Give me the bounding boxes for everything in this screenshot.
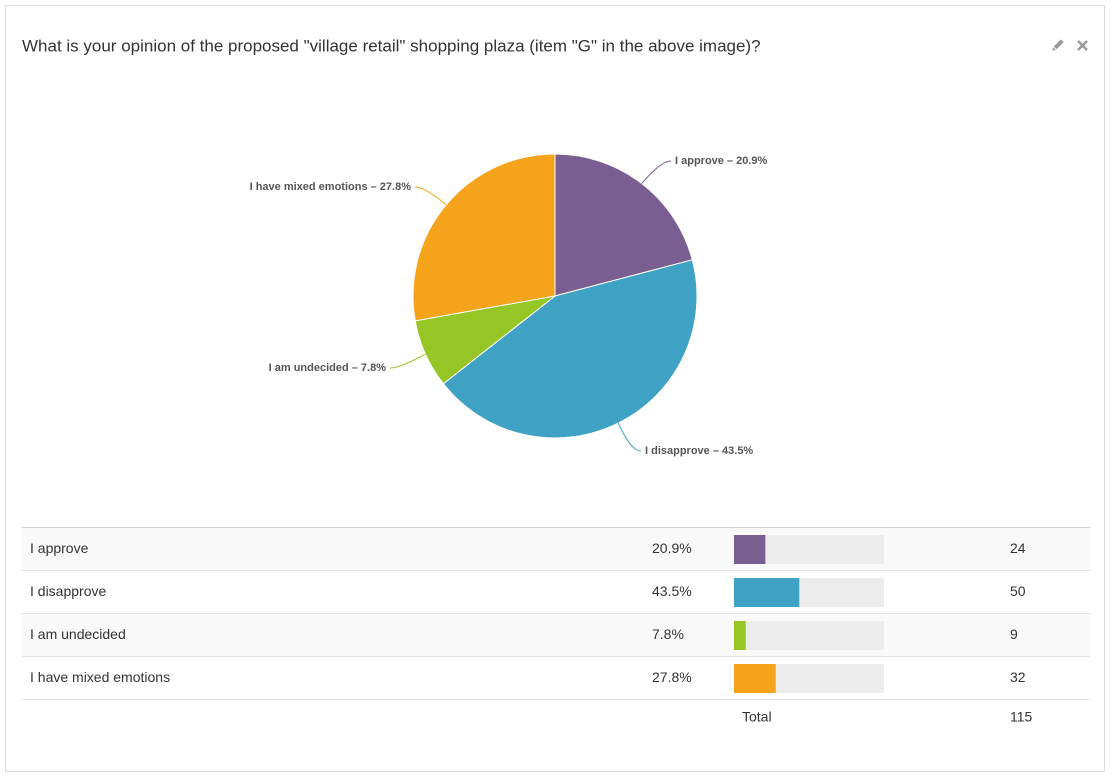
slice-label: I am undecided – 7.8% <box>269 362 387 374</box>
row-background <box>22 528 1090 571</box>
pie-slice <box>442 259 698 439</box>
pie-slice <box>554 153 693 297</box>
row-percent: 20.9% <box>652 540 692 556</box>
slice-label: I approve – 20.9% <box>675 155 768 167</box>
row-percent: 27.8% <box>652 669 692 685</box>
leader-line <box>389 353 426 369</box>
bar <box>734 664 776 693</box>
row-count: 50 <box>1010 583 1026 599</box>
leader-line <box>617 422 642 452</box>
row-count: 24 <box>1010 540 1026 556</box>
pie-chart: I approve – 20.9% I disapprove – 43.5% I a… <box>250 153 768 457</box>
row-label: I approve <box>30 540 89 556</box>
row-count: 9 <box>1010 626 1018 642</box>
bar <box>734 621 746 650</box>
question-title: What is your opinion of the proposed "vi… <box>22 36 761 55</box>
leader-line <box>641 160 672 184</box>
slice-label: I have mixed emotions – 27.8% <box>250 181 412 193</box>
row-background <box>22 614 1090 657</box>
bar-track <box>734 621 884 650</box>
edit-icon[interactable] <box>1051 39 1064 52</box>
results-table: Total 115 I approve 20.9% 24 I disapprove 43… <box>22 527 1090 725</box>
pie-slice <box>412 153 556 322</box>
row-percent: 7.8% <box>652 626 684 642</box>
row-label: I have mixed emotions <box>30 669 170 685</box>
row-count: 32 <box>1010 669 1026 685</box>
slice-label: I disapprove – 43.5% <box>645 445 753 457</box>
bar <box>734 578 800 607</box>
bar <box>734 535 766 564</box>
total-label: Total <box>742 709 772 725</box>
row-label: I am undecided <box>30 626 126 642</box>
total-count: 115 <box>1010 709 1033 725</box>
leader-line <box>414 186 447 206</box>
row-label: I disapprove <box>30 583 106 599</box>
row-background <box>22 657 1090 700</box>
row-percent: 43.5% <box>652 583 692 599</box>
row-background <box>22 571 1090 614</box>
close-icon[interactable] <box>1077 40 1088 51</box>
